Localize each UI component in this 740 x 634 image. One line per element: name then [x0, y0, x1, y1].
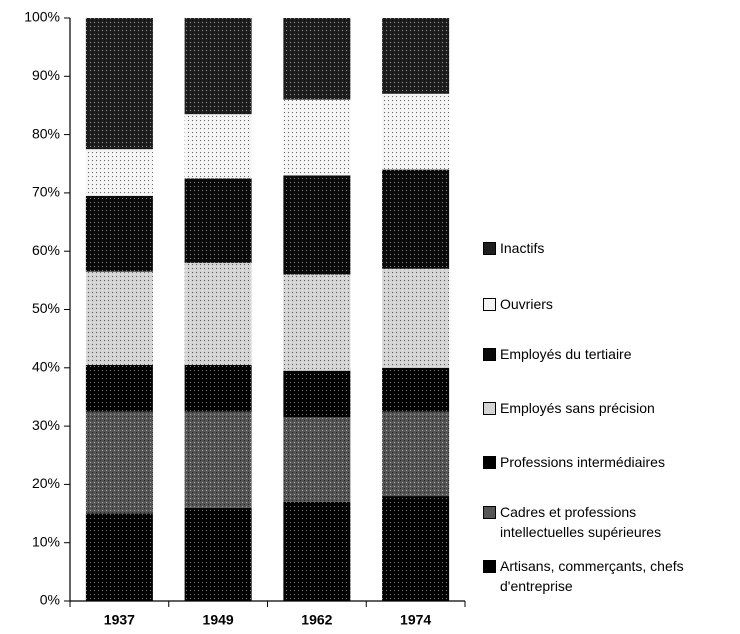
y-tick-label: 70%: [32, 184, 60, 200]
legend-label: Artisans, commerçants, chefs d'entrepris…: [500, 558, 684, 594]
bar-texture: [85, 149, 153, 196]
legend-item: Ouvriers: [483, 294, 720, 314]
bar-texture: [184, 18, 252, 115]
legend-swatch: [483, 506, 496, 519]
bar-texture: [283, 18, 351, 100]
bar-texture: [382, 411, 450, 497]
y-tick-label: 10%: [32, 533, 60, 549]
legend-label: Cadres et professions intellectuelles su…: [500, 504, 662, 540]
x-tick-label: 1937: [104, 612, 135, 628]
legend-swatch: [483, 456, 496, 469]
x-tick-label: 1974: [400, 612, 431, 628]
bar-texture: [382, 268, 450, 368]
legend-swatch: [483, 242, 496, 255]
bar-texture: [85, 411, 153, 514]
bar-texture: [283, 99, 351, 176]
bar-texture: [184, 364, 252, 412]
y-tick-label: 90%: [32, 67, 60, 83]
legend-label: Ouvriers: [500, 296, 553, 312]
y-tick-label: 30%: [32, 417, 60, 433]
legend-swatch: [483, 298, 496, 311]
legend-item: Professions intermédiaires: [483, 452, 720, 472]
bar-texture: [184, 262, 252, 365]
bar-texture: [184, 178, 252, 263]
bar-texture: [85, 364, 153, 412]
legend-swatch: [483, 560, 496, 573]
bar-texture: [184, 114, 252, 179]
legend-item: Employés sans précision: [483, 398, 720, 418]
legend-label: Employés du tertiaire: [500, 346, 632, 362]
bar-texture: [85, 513, 153, 601]
y-tick-label: 50%: [32, 300, 60, 316]
x-tick-label: 1949: [203, 612, 234, 628]
y-tick-label: 20%: [32, 475, 60, 491]
legend-swatch: [483, 348, 496, 361]
bar-texture: [85, 195, 153, 272]
y-tick-label: 40%: [32, 359, 60, 375]
legend-item: Artisans, commerçants, chefs d'entrepris…: [483, 556, 720, 596]
bar-texture: [382, 169, 450, 269]
y-tick-label: 60%: [32, 242, 60, 258]
y-tick-label: 80%: [32, 125, 60, 141]
legend-swatch: [483, 402, 496, 415]
bar-texture: [382, 367, 450, 412]
bar-texture: [184, 507, 252, 601]
legend-label: Professions intermédiaires: [500, 454, 665, 470]
bar-texture: [382, 18, 450, 94]
bar-texture: [283, 370, 351, 418]
x-tick-label: 1962: [301, 612, 332, 628]
legend-label: Inactifs: [500, 240, 545, 256]
bar-texture: [382, 93, 450, 170]
y-tick-label: 100%: [24, 9, 60, 25]
legend-item: Cadres et professions intellectuelles su…: [483, 502, 720, 542]
y-tick-label: 0%: [40, 592, 60, 608]
bar-texture: [283, 274, 351, 371]
bar-texture: [85, 18, 153, 150]
bar-texture: [283, 417, 351, 502]
legend-item: Inactifs: [483, 238, 720, 258]
bar-texture: [283, 175, 351, 275]
legend-item: Employés du tertiaire: [483, 344, 720, 364]
bar-texture: [184, 411, 252, 508]
bar-texture: [283, 501, 351, 601]
bar-texture: [85, 271, 153, 365]
legend-label: Employés sans précision: [500, 400, 655, 416]
bar-texture: [382, 496, 450, 601]
